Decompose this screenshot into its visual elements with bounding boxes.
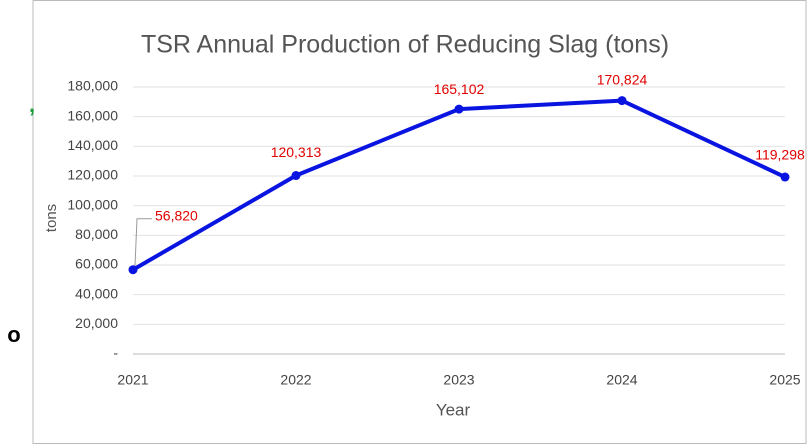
x-axis-label: Year xyxy=(436,400,471,419)
y-tick-label: 80,000 xyxy=(75,226,118,242)
x-tick-label: 2025 xyxy=(769,372,800,388)
x-tick-label: 2023 xyxy=(443,372,474,388)
side-text: , xyxy=(29,92,35,117)
point xyxy=(128,265,138,275)
x-tick-label: 2024 xyxy=(606,372,637,388)
y-axis-label: tons xyxy=(43,204,60,232)
point xyxy=(454,104,464,114)
value-label: 120,313 xyxy=(271,144,322,160)
point xyxy=(617,96,627,106)
value-label: 170,824 xyxy=(597,71,648,87)
value-label: 56,820 xyxy=(155,207,198,223)
y-tick-label: 140,000 xyxy=(67,137,118,153)
y-tick-label: 120,000 xyxy=(67,167,118,183)
side-text: o xyxy=(7,322,20,347)
y-tick-label: 180,000 xyxy=(67,78,118,94)
y-tick-label: 100,000 xyxy=(67,196,118,212)
y-tick-label: 160,000 xyxy=(67,107,118,123)
chart-title: TSR Annual Production of Reducing Slag (… xyxy=(141,31,669,59)
y-tick-label: - xyxy=(113,345,118,361)
y-tick-label: 60,000 xyxy=(75,256,118,272)
y-tick-label: 40,000 xyxy=(75,285,118,301)
point xyxy=(780,172,790,182)
y-tick-label: 20,000 xyxy=(75,315,118,331)
x-tick-label: 2022 xyxy=(280,372,311,388)
x-tick-label: 2021 xyxy=(117,372,148,388)
point xyxy=(291,171,301,181)
leader-line xyxy=(134,218,152,266)
value-label: 119,298 xyxy=(755,147,805,163)
chart-frame xyxy=(32,0,807,444)
value-label: 165,102 xyxy=(434,81,485,97)
